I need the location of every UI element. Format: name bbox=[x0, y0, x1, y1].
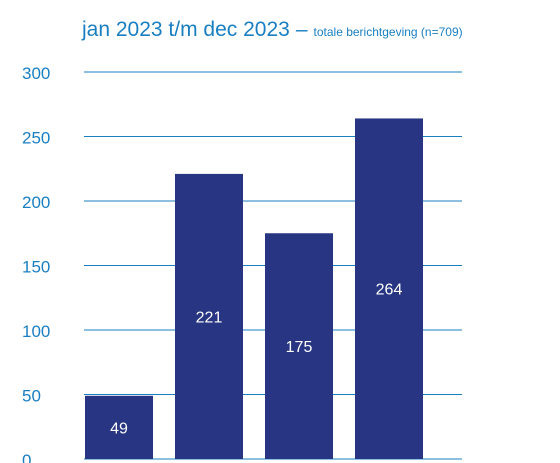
y-tick-label-150: 150 bbox=[22, 258, 50, 277]
y-tick-label-250: 250 bbox=[22, 129, 50, 148]
title-separator: – bbox=[295, 18, 308, 41]
chart-title-block: jan 2023 t/m dec 2023– totale berichtgevi… bbox=[82, 18, 463, 42]
y-axis-ticks: 0 50 100 150 200 250 300 bbox=[22, 64, 50, 463]
bar-1 bbox=[85, 395, 153, 459]
y-tick-label-200: 200 bbox=[22, 193, 50, 212]
bar-4 bbox=[355, 118, 423, 459]
chart-subtitle: totale berichtgeving (n=709) bbox=[313, 25, 463, 39]
bar-value-label-1: 49 bbox=[110, 420, 128, 437]
bar-value-label-4: 264 bbox=[376, 282, 403, 299]
bar-value-label-3: 175 bbox=[286, 339, 313, 356]
bar-value-label-2: 221 bbox=[196, 309, 223, 326]
y-tick-label-50: 50 bbox=[22, 387, 41, 406]
y-tick-label-0: 0 bbox=[22, 451, 31, 463]
bars bbox=[85, 118, 423, 459]
bar-2 bbox=[175, 173, 243, 459]
chart-title: jan 2023 t/m dec 2023 bbox=[82, 18, 290, 41]
y-tick-label-100: 100 bbox=[22, 322, 50, 341]
bar-3 bbox=[265, 233, 333, 459]
y-tick-label-300: 300 bbox=[22, 64, 50, 83]
bar-value-labels: 49 221 175 264 bbox=[110, 282, 402, 438]
